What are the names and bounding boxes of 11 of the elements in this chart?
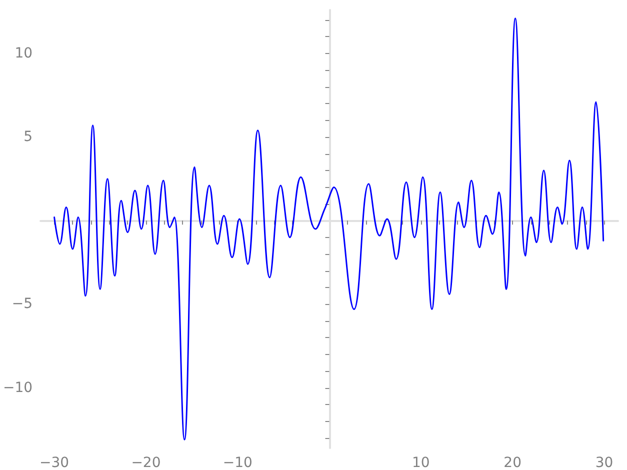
x-tick-label: −30 (40, 455, 70, 470)
x-tick-label: 20 (504, 455, 522, 470)
x-tick-label: 30 (595, 455, 614, 470)
x-tick-label: 10 (412, 455, 430, 470)
y-tick-label: −5 (12, 296, 33, 312)
y-tick-label: 5 (24, 129, 33, 146)
y-tick-label: −10 (3, 380, 33, 396)
y-tick-label: 10 (14, 45, 33, 62)
x-tick-label: −20 (131, 455, 161, 470)
line-series (54, 18, 604, 440)
x-tick-label: −10 (222, 455, 252, 470)
